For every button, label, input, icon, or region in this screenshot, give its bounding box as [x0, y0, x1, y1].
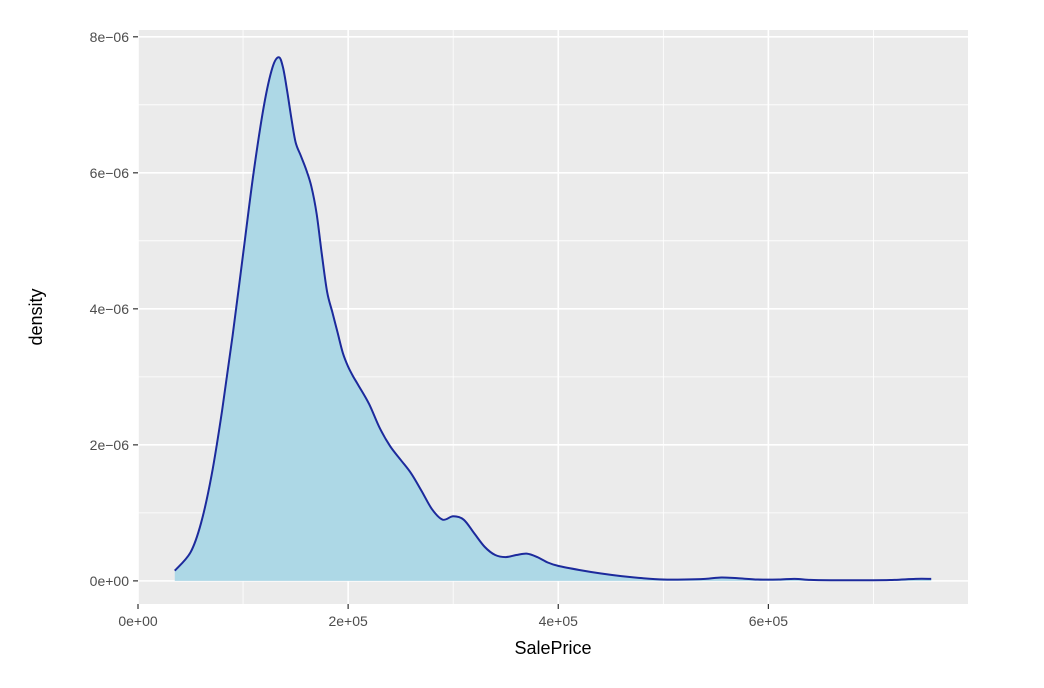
x-axis: 0e+00 2e+05 4e+05 6e+05: [118, 604, 788, 629]
density-line: [174, 56, 932, 582]
y-tick-label: 2e−06: [90, 437, 130, 453]
x-tick-label: 2e+05: [328, 613, 368, 629]
y-tick-label: 6e−06: [90, 165, 130, 181]
x-tick-label: 6e+05: [749, 613, 789, 629]
x-tick-label: 4e+05: [539, 613, 579, 629]
y-tick-label: 8e−06: [90, 29, 130, 45]
x-axis-title: SalePrice: [514, 638, 591, 658]
density-area: [174, 57, 932, 581]
x-tick-label: 0e+00: [118, 613, 158, 629]
y-axis: 0e+00 2e−06 4e−06 6e−06 8e−06: [90, 29, 138, 589]
y-axis-title: density: [26, 288, 46, 345]
y-tick-label: 4e−06: [90, 301, 130, 317]
y-tick-label: 0e+00: [90, 573, 130, 589]
